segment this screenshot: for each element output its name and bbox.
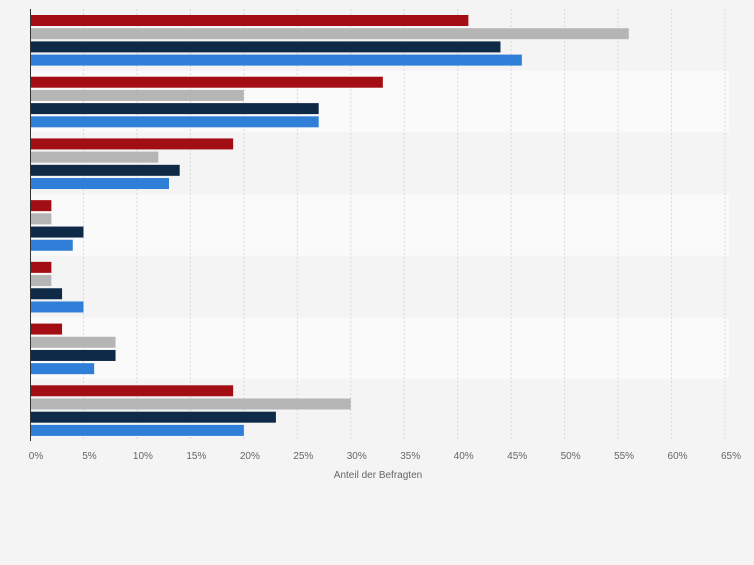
bar xyxy=(30,275,52,287)
x-tick-label: 50% xyxy=(561,451,581,462)
bar xyxy=(30,164,180,176)
bar xyxy=(30,424,244,436)
bar xyxy=(30,226,84,238)
bar xyxy=(30,151,159,163)
bar xyxy=(30,349,116,361)
bars xyxy=(30,15,629,436)
bar xyxy=(30,239,73,251)
x-tick-label: 65% xyxy=(721,451,741,462)
category-bands xyxy=(30,9,729,441)
category-band xyxy=(30,194,729,256)
bar xyxy=(30,54,522,66)
bar xyxy=(30,15,469,26)
bar xyxy=(30,200,52,212)
bar xyxy=(30,178,169,190)
bar xyxy=(30,116,319,128)
category-band xyxy=(30,255,729,318)
bar xyxy=(30,41,501,53)
bar xyxy=(30,385,234,397)
bar xyxy=(30,363,95,375)
bar xyxy=(30,301,84,313)
x-tick-label: 5% xyxy=(82,451,97,462)
x-tick-label: 40% xyxy=(454,451,474,462)
x-tick-label: 0% xyxy=(29,451,44,462)
x-tick-label: 45% xyxy=(507,451,527,462)
x-tick-label: 60% xyxy=(668,451,688,462)
bar xyxy=(30,288,63,300)
bar xyxy=(30,76,383,88)
bar xyxy=(30,411,276,423)
bar xyxy=(30,398,351,410)
bar xyxy=(30,89,244,101)
x-tick-label: 30% xyxy=(347,451,367,462)
bar xyxy=(30,261,52,273)
x-tick-labels: 0% 5% 10% 15% 20% 25% 30% 35% 40% 45% 50% 55% 60% 65% xyxy=(29,451,741,462)
x-tick-label: 15% xyxy=(186,451,206,462)
bar xyxy=(30,336,116,348)
bar xyxy=(30,323,63,335)
category-band xyxy=(30,317,729,380)
bar xyxy=(30,28,629,40)
x-tick-label: 25% xyxy=(293,451,313,462)
x-tick-label: 35% xyxy=(400,451,420,462)
x-tick-label: 20% xyxy=(240,451,260,462)
x-tick-label: 55% xyxy=(614,451,634,462)
bar xyxy=(30,213,52,225)
bar xyxy=(30,138,234,150)
x-tick-label: 10% xyxy=(133,451,153,462)
bar xyxy=(30,103,319,115)
x-axis-title: Anteil der Befragten xyxy=(334,470,422,481)
